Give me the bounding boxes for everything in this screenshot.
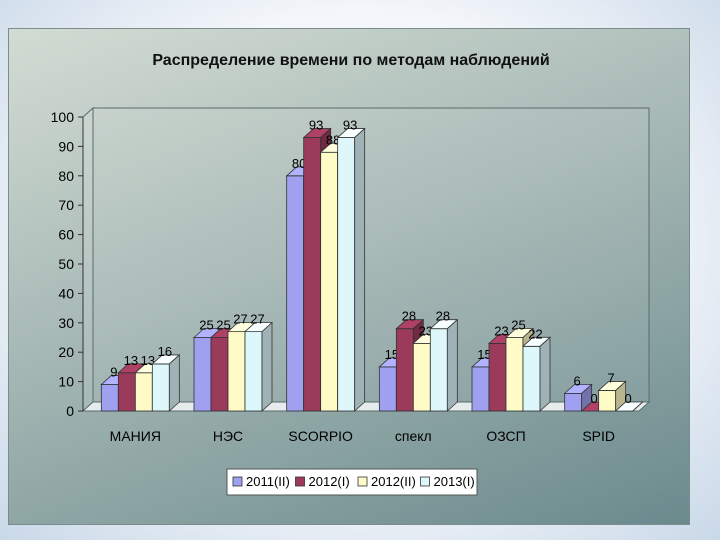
bar-chart: Распределение времени по методам наблюде… [51, 52, 651, 496]
data-label: 15 [477, 347, 491, 362]
data-label: 88 [326, 132, 340, 147]
bar [320, 151, 339, 412]
category-label: ОЗСП [486, 428, 525, 444]
bar [471, 366, 490, 412]
category-label: спекл [395, 428, 432, 444]
y-tick-label: 10 [58, 374, 74, 390]
bar-side [168, 354, 180, 412]
bar [598, 390, 617, 412]
bar [337, 137, 356, 412]
data-label: 25 [216, 318, 230, 333]
bar [210, 337, 229, 412]
y-tick-label: 90 [58, 138, 74, 154]
chart-panel: Распределение времени по методам наблюде… [8, 28, 690, 525]
bar [303, 137, 322, 412]
data-label: 16 [158, 344, 172, 359]
bar [488, 342, 507, 412]
legend-entry: 2013(I) [434, 474, 475, 489]
legend-entry: 2012(II) [371, 474, 416, 489]
data-label: 0 [591, 391, 598, 406]
legend-swatch [295, 476, 305, 487]
data-label: 13 [124, 353, 138, 368]
data-label: 7 [608, 370, 615, 385]
bar [522, 345, 541, 412]
category-label: НЭС [213, 428, 243, 444]
y-tick-label: 50 [58, 256, 74, 272]
bar [227, 331, 246, 412]
bar [151, 363, 170, 412]
legend-swatch [357, 476, 368, 487]
bar [193, 337, 212, 412]
data-label: 23 [494, 323, 508, 338]
bar [395, 328, 414, 412]
bar [286, 175, 305, 412]
bar [505, 337, 524, 412]
side-wall [82, 106, 94, 413]
data-label: 13 [141, 353, 155, 368]
legend-swatch [420, 476, 430, 487]
bar-side [539, 336, 551, 412]
data-label: 22 [528, 326, 542, 341]
y-tick-label: 0 [66, 403, 74, 419]
y-tick-label: 40 [58, 285, 74, 301]
category-label: МАНИЯ [110, 428, 161, 444]
bar [378, 366, 397, 412]
legend: 2011(II) 2012(I) 2012(II) 2013(I) [226, 468, 478, 496]
legend-entry: 2012(I) [309, 474, 350, 489]
bar [117, 372, 136, 412]
y-tick-label: 80 [58, 168, 74, 184]
y-tick-label: 20 [58, 344, 74, 360]
data-label: 93 [309, 118, 323, 133]
data-label: 23 [419, 323, 433, 338]
data-label: 27 [250, 312, 264, 327]
legend-swatch [232, 476, 243, 487]
y-tick-label: 70 [58, 197, 74, 213]
bar [564, 392, 583, 412]
bar [134, 372, 153, 412]
y-tick-label: 30 [58, 315, 74, 331]
data-label: 0 [625, 391, 632, 406]
bar-side [632, 401, 643, 412]
data-label: 80 [292, 156, 306, 171]
bar [100, 384, 119, 412]
bar [412, 342, 431, 412]
data-label: 25 [199, 318, 213, 333]
data-label: 28 [436, 309, 450, 324]
bar-side [261, 321, 273, 412]
data-label: 93 [343, 118, 357, 133]
data-label: 6 [574, 373, 581, 388]
data-label: 25 [511, 318, 525, 333]
y-tick-label: 60 [58, 227, 74, 243]
bar-side [446, 318, 458, 412]
bar-side [354, 127, 366, 412]
data-label: 15 [385, 347, 399, 362]
data-label: 9 [110, 365, 117, 380]
legend-box [226, 468, 478, 496]
category-label: SPID [582, 428, 615, 444]
bar [429, 328, 448, 412]
data-label: 27 [233, 312, 247, 327]
category-label: SCORPIO [288, 428, 353, 444]
bar [244, 331, 263, 412]
legend-entry: 2011(II) [246, 474, 290, 489]
data-label: 28 [402, 309, 416, 324]
chart-title: Распределение времени по методам наблюде… [152, 52, 549, 69]
y-tick-label: 100 [51, 109, 75, 125]
